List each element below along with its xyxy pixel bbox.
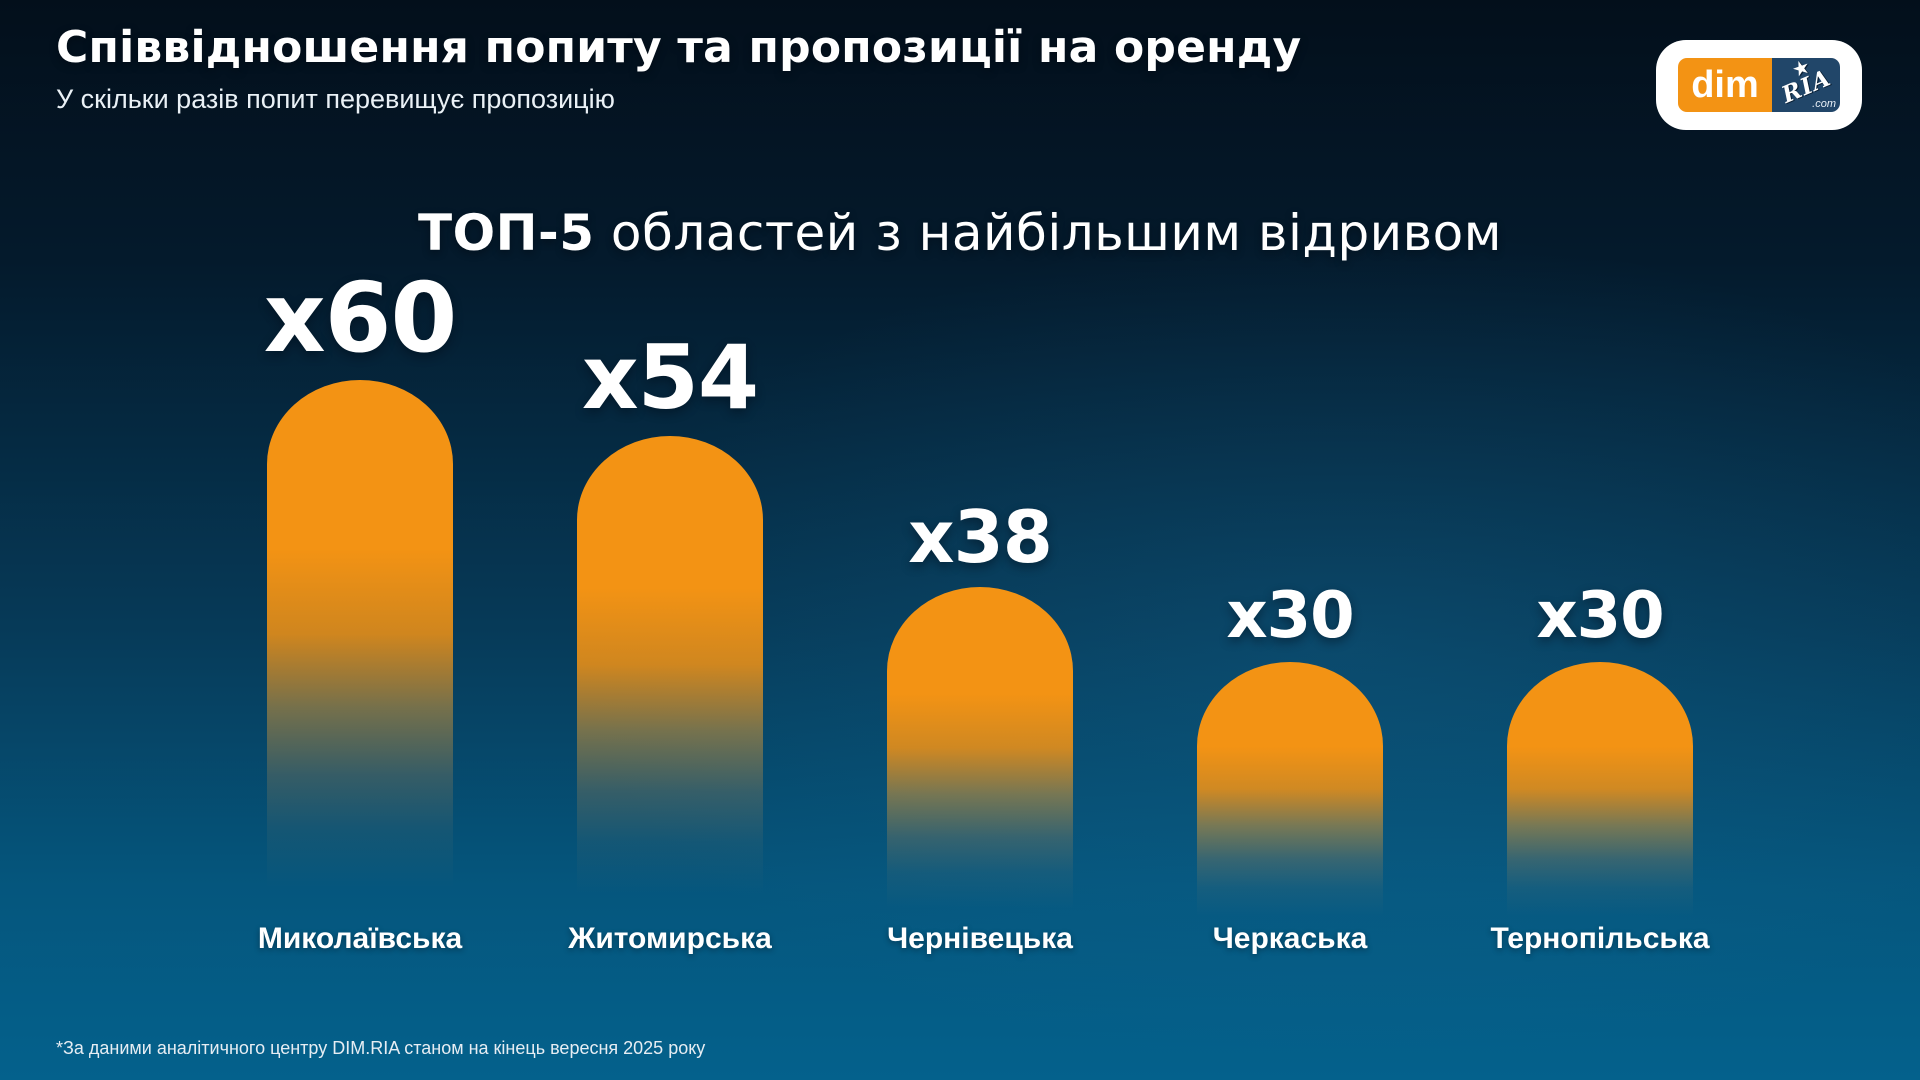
bar-value-label: x30 — [1536, 579, 1664, 653]
chart-title-highlight: ТОП-5 — [418, 204, 595, 262]
bar — [1507, 662, 1693, 944]
ria-logo-box: ★ RIA .com — [1772, 58, 1840, 112]
bar-value-label: x38 — [908, 494, 1053, 579]
bar-value-label: x30 — [1226, 579, 1354, 653]
bar-category-label: Житомирська — [568, 922, 772, 955]
bar — [267, 380, 453, 944]
dimria-logo: dim ★ RIA .com — [1656, 40, 1862, 130]
bar — [577, 436, 763, 944]
bar-category-label: Черкаська — [1212, 922, 1368, 955]
bar-category-label: Тернопільська — [1490, 922, 1710, 955]
page-title: Співвідношення попиту та пропозиції на о… — [56, 22, 1302, 73]
bar-value-label: x54 — [581, 326, 759, 430]
ria-com-suffix: .com — [1812, 98, 1836, 110]
page-subtitle: У скільки разів попит перевищує пропозиц… — [56, 84, 615, 114]
bar-category-label: Чернівецька — [887, 922, 1073, 955]
bar — [1197, 662, 1383, 944]
bar-value-label: x60 — [263, 262, 458, 374]
chart-title: ТОП-5 областей з найбільшим відривом — [0, 204, 1920, 262]
footnote: *За даними аналітичного центру DIM.RIA с… — [56, 1038, 706, 1058]
dim-logo-box: dim — [1678, 58, 1772, 112]
bar — [887, 586, 1073, 944]
bar-category-label: Миколаївська — [257, 922, 463, 955]
chart-title-rest: областей з найбільшим відривом — [594, 204, 1502, 262]
